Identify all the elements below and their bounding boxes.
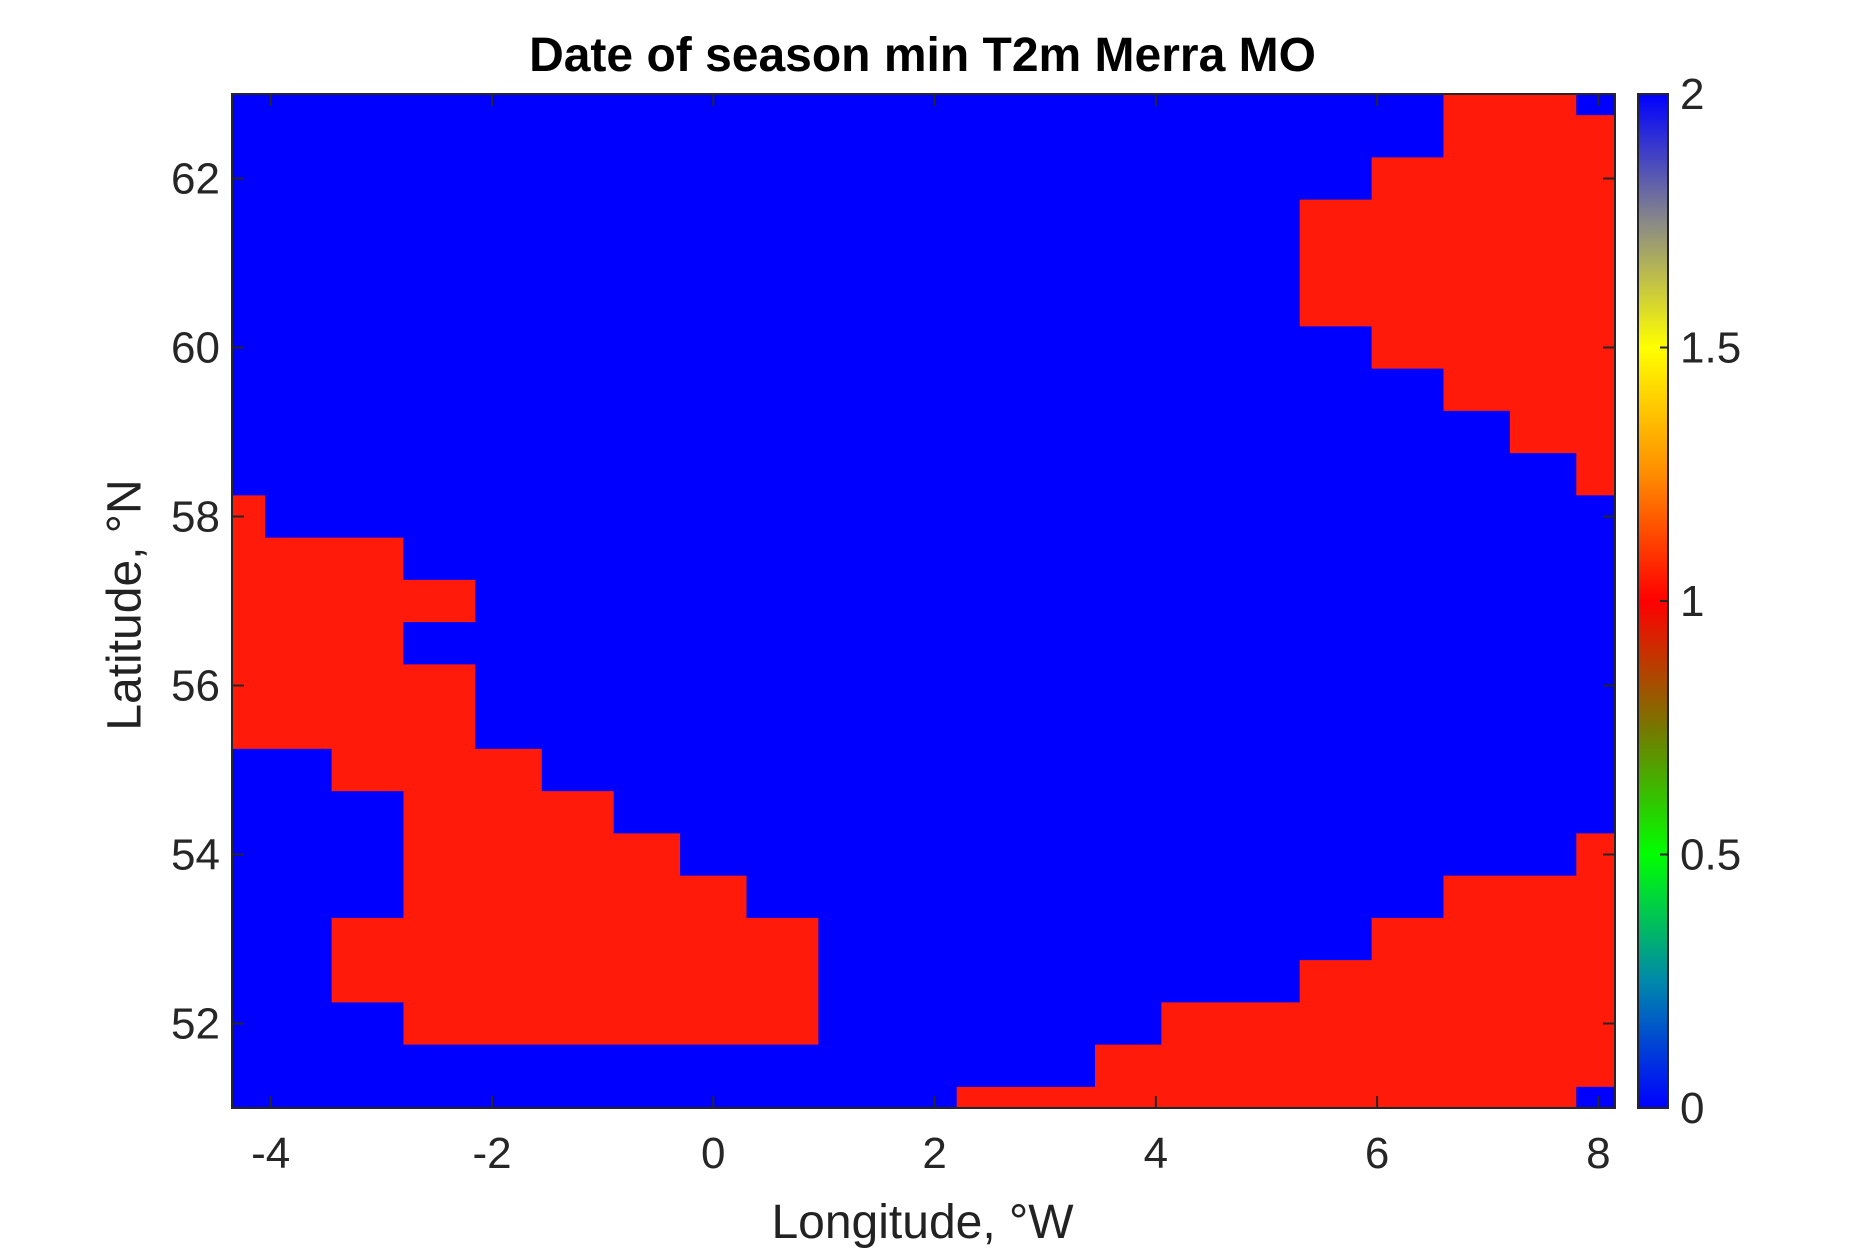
x-tick-label: 4: [1144, 1129, 1168, 1178]
x-tick-label: 6: [1365, 1129, 1389, 1178]
colorbar-tick-label: 2: [1680, 70, 1704, 119]
heatmap-regions: [232, 94, 1615, 1108]
y-tick-label: 56: [171, 662, 220, 711]
colorbar-tick-label: 0: [1680, 1084, 1704, 1133]
plot-frame: [231, 93, 1616, 1109]
x-tick-label: 0: [701, 1129, 725, 1178]
y-tick-label: 58: [171, 493, 220, 542]
y-tick-label: 60: [171, 324, 220, 373]
y-tick-label: 62: [171, 155, 220, 204]
x-tick-label: -4: [251, 1129, 290, 1178]
y-tick-label: 52: [171, 1000, 220, 1049]
y-tick-label: 54: [171, 831, 220, 880]
chart-title: Date of season min T2m Merra MO: [529, 29, 1316, 82]
x-tick-label: 8: [1586, 1129, 1610, 1178]
colorbar-tick-label: 1.5: [1680, 324, 1741, 373]
heatmap-region-norway: [1299, 94, 1615, 496]
heatmap-region-continent: [956, 833, 1615, 1108]
x-axis-label: Longitude, °W: [771, 1196, 1074, 1249]
x-tick-label: 2: [922, 1129, 946, 1178]
colorbar-tick-label: 0.5: [1680, 831, 1741, 880]
heatmap-region-great-britain: [232, 495, 819, 1045]
x-tick-label: -2: [472, 1129, 511, 1178]
colorbar-tick-label: 1: [1680, 577, 1704, 626]
